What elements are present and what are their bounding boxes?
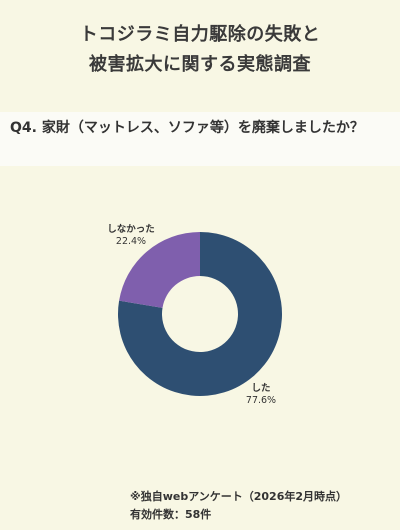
slice-shita xyxy=(117,232,282,396)
label-shinakatta-name: しなかった xyxy=(107,224,155,235)
label-shita-value: 77.6% xyxy=(245,395,277,406)
slice-shinakatta xyxy=(119,232,200,308)
footnote: ※独自webアンケート（2026年2月時点） 有効件数：58件 xyxy=(130,488,347,524)
title-line-2: 被害拡大に関する実態調査 xyxy=(89,54,311,75)
label-shinakatta-value: 22.4% xyxy=(115,236,147,247)
label-shita: した 77.6% xyxy=(233,383,289,407)
title-line-1: トコジラミ自力駆除の失敗と xyxy=(79,24,321,45)
question-band xyxy=(0,112,400,166)
chart-title: トコジラミ自力駆除の失敗と 被害拡大に関する実態調査 xyxy=(0,20,400,80)
footnote-count: 有効件数：58件 xyxy=(130,508,212,521)
footnote-source: ※独自webアンケート（2026年2月時点） xyxy=(130,490,348,503)
label-shita-name: した xyxy=(251,383,271,394)
question-text: Q4. 家財（マットレス、ソファ等）を廃棄しましたか？ xyxy=(10,120,364,136)
label-shinakatta: しなかった 22.4% xyxy=(96,224,166,248)
